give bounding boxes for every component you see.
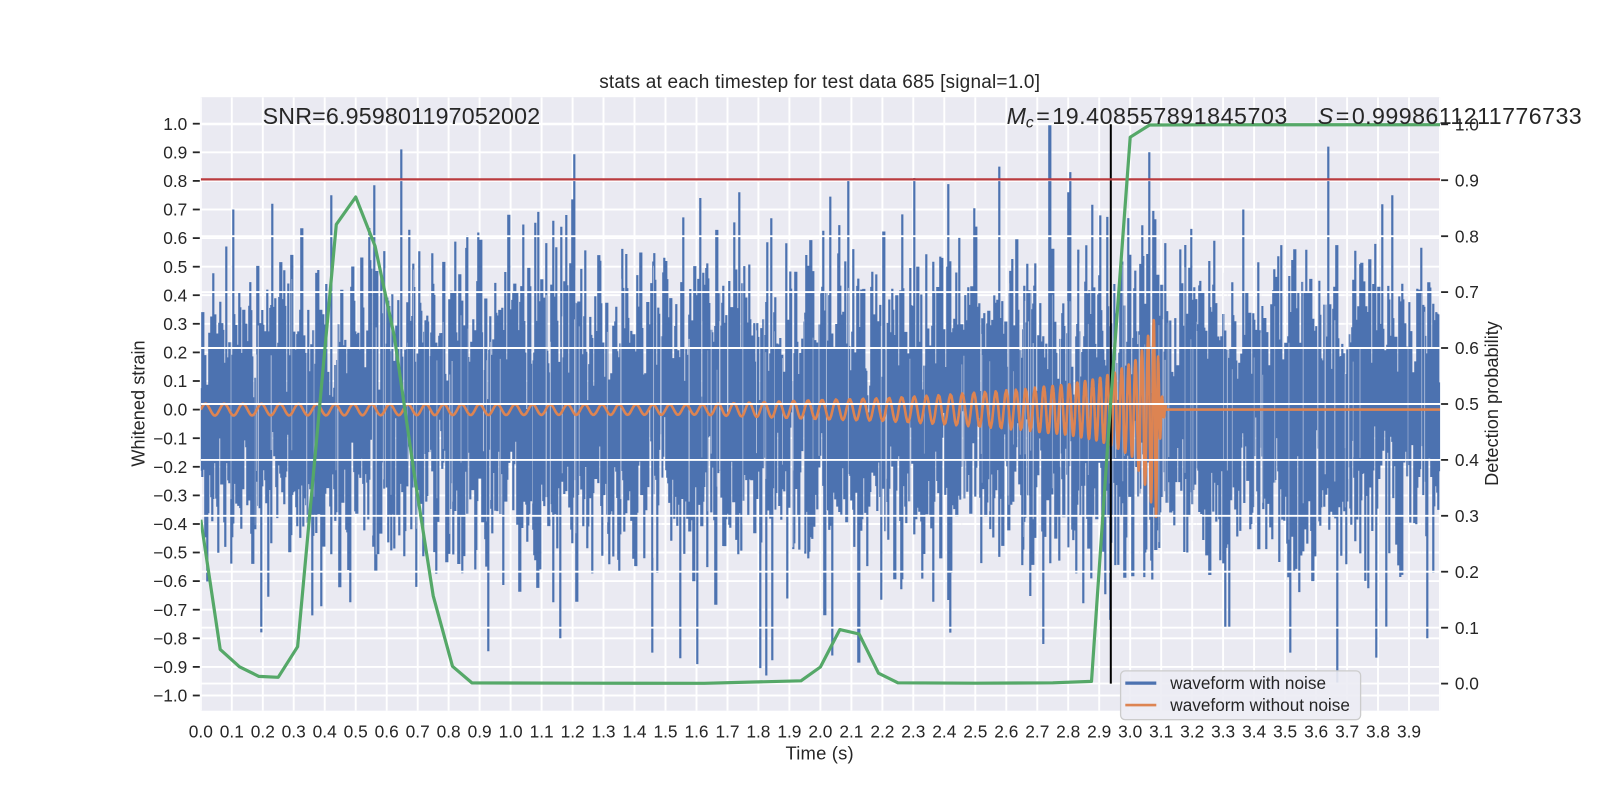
svg-text:−0.6: −0.6 xyxy=(153,571,187,591)
svg-text:Time (s): Time (s) xyxy=(786,743,854,764)
svg-text:0.1: 0.1 xyxy=(1455,618,1479,638)
svg-text:0.6: 0.6 xyxy=(375,721,399,741)
svg-text:1.8: 1.8 xyxy=(746,721,770,741)
svg-text:0.3: 0.3 xyxy=(282,721,306,741)
svg-text:−0.5: −0.5 xyxy=(153,543,187,563)
svg-text:0.9: 0.9 xyxy=(163,142,187,162)
svg-text:1.2: 1.2 xyxy=(561,721,585,741)
svg-text:−0.2: −0.2 xyxy=(153,457,187,477)
svg-text:Whitened strain: Whitened strain xyxy=(128,340,148,466)
svg-text:−0.1: −0.1 xyxy=(153,428,187,448)
svg-text:2.9: 2.9 xyxy=(1087,721,1111,741)
svg-text:0.5: 0.5 xyxy=(163,257,187,277)
svg-text:0.4: 0.4 xyxy=(163,285,187,305)
svg-text:2.1: 2.1 xyxy=(839,721,863,741)
svg-text:0.3: 0.3 xyxy=(1455,506,1479,526)
svg-text:Mc=19.408557891845703: Mc = 19.408557891845703 xyxy=(1007,103,1288,132)
svg-text:2.8: 2.8 xyxy=(1056,721,1080,741)
svg-text:3.3: 3.3 xyxy=(1211,721,1235,741)
svg-text:0.2: 0.2 xyxy=(1455,562,1479,582)
svg-text:0.6: 0.6 xyxy=(163,228,187,248)
svg-text:0.5: 0.5 xyxy=(344,721,368,741)
svg-text:0.0: 0.0 xyxy=(163,400,187,420)
svg-text:1.4: 1.4 xyxy=(622,721,646,741)
svg-text:0.1: 0.1 xyxy=(163,371,187,391)
svg-text:waveform without noise: waveform without noise xyxy=(1169,695,1350,715)
svg-text:−0.3: −0.3 xyxy=(153,486,187,506)
svg-text:0.5: 0.5 xyxy=(1455,394,1479,414)
svg-text:Detection probability: Detection probability xyxy=(1482,320,1502,486)
svg-text:0.8: 0.8 xyxy=(437,721,461,741)
svg-text:stats at each timestep for tes: stats at each timestep for test data 685… xyxy=(599,72,1040,93)
svg-text:0.8: 0.8 xyxy=(1455,226,1479,246)
svg-text:2.0: 2.0 xyxy=(808,721,832,741)
svg-text:waveform with noise: waveform with noise xyxy=(1169,673,1326,693)
svg-text:SNR=6.959801197052002: SNR=6.959801197052002 xyxy=(263,103,541,129)
svg-text:1.5: 1.5 xyxy=(653,721,677,741)
svg-text:0.1: 0.1 xyxy=(220,721,244,741)
svg-text:1.6: 1.6 xyxy=(684,721,708,741)
svg-text:1.3: 1.3 xyxy=(591,721,615,741)
svg-text:1.0: 1.0 xyxy=(1455,114,1479,134)
svg-text:1.9: 1.9 xyxy=(777,721,801,741)
svg-text:0.2: 0.2 xyxy=(163,343,187,363)
svg-text:3.6: 3.6 xyxy=(1304,721,1328,741)
svg-text:3.4: 3.4 xyxy=(1242,721,1266,741)
svg-text:0.3: 0.3 xyxy=(163,314,187,334)
svg-text:−0.8: −0.8 xyxy=(153,628,187,648)
svg-text:3.1: 3.1 xyxy=(1149,721,1173,741)
svg-text:S=0.9998611211776733: S = 0.9998611211776733 xyxy=(1318,103,1582,129)
svg-text:3.8: 3.8 xyxy=(1366,721,1390,741)
svg-text:2.3: 2.3 xyxy=(901,721,925,741)
svg-text:−1.0: −1.0 xyxy=(153,686,187,706)
svg-text:0.4: 0.4 xyxy=(313,721,337,741)
svg-text:0.0: 0.0 xyxy=(189,721,213,741)
svg-text:−0.7: −0.7 xyxy=(153,600,187,620)
svg-text:3.5: 3.5 xyxy=(1273,721,1297,741)
svg-text:0.4: 0.4 xyxy=(1455,450,1479,470)
svg-text:0.6: 0.6 xyxy=(1455,338,1479,358)
svg-text:0.8: 0.8 xyxy=(163,171,187,191)
svg-text:1.1: 1.1 xyxy=(530,721,554,741)
svg-text:3.2: 3.2 xyxy=(1180,721,1204,741)
svg-text:2.2: 2.2 xyxy=(870,721,894,741)
svg-text:0.7: 0.7 xyxy=(163,200,187,220)
svg-text:3.9: 3.9 xyxy=(1397,721,1421,741)
svg-text:0.7: 0.7 xyxy=(406,721,430,741)
svg-text:−0.4: −0.4 xyxy=(153,514,188,534)
svg-text:−0.9: −0.9 xyxy=(153,657,187,677)
svg-text:0.0: 0.0 xyxy=(1455,674,1479,694)
svg-text:1.0: 1.0 xyxy=(499,721,523,741)
svg-text:3.7: 3.7 xyxy=(1335,721,1359,741)
svg-text:2.4: 2.4 xyxy=(932,721,956,741)
svg-text:3.0: 3.0 xyxy=(1118,721,1142,741)
svg-text:1.7: 1.7 xyxy=(715,721,739,741)
svg-text:2.7: 2.7 xyxy=(1025,721,1049,741)
svg-text:2.5: 2.5 xyxy=(963,721,987,741)
svg-text:0.9: 0.9 xyxy=(468,721,492,741)
svg-text:0.7: 0.7 xyxy=(1455,282,1479,302)
svg-text:0.2: 0.2 xyxy=(251,721,275,741)
svg-text:1.0: 1.0 xyxy=(163,114,187,134)
svg-text:0.9: 0.9 xyxy=(1455,170,1479,190)
svg-text:2.6: 2.6 xyxy=(994,721,1018,741)
